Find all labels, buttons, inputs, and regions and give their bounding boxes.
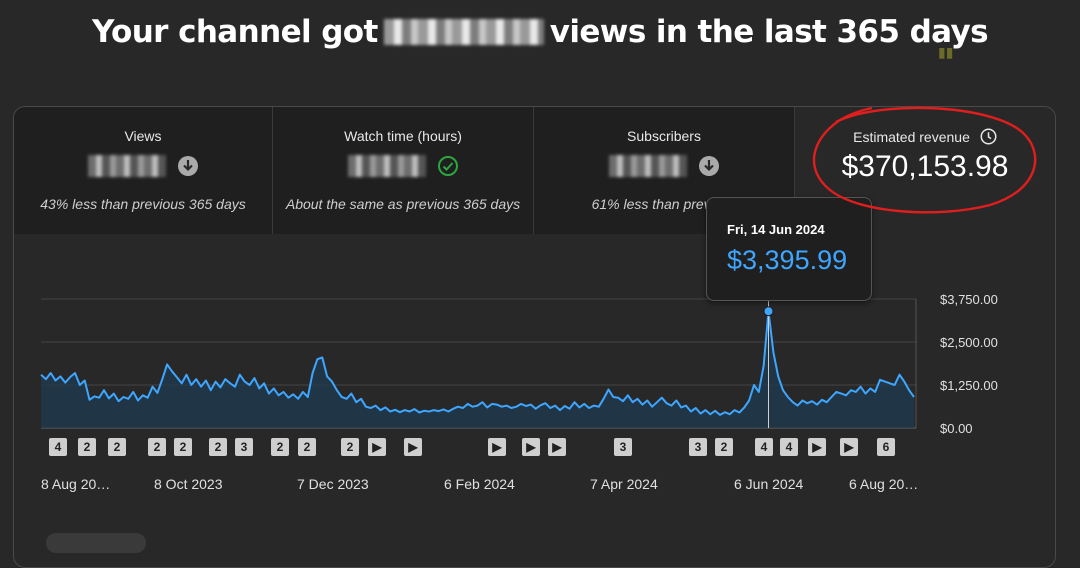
tab-watch-time[interactable]: Watch time (hours) About the same as pre… <box>273 107 534 234</box>
x-tick-label: 8 Oct 2023 <box>154 476 223 492</box>
video-marker-count[interactable]: 2 <box>148 438 166 456</box>
tooltip-value: $3,395.99 <box>727 245 848 275</box>
chart-tooltip: Fri, 14 Jun 2024 $3,395.99 <box>706 197 872 301</box>
redacted-view-count <box>383 19 544 45</box>
metric-label: Views <box>124 128 162 144</box>
video-marker-count[interactable]: 4 <box>780 438 798 456</box>
revenue-chart <box>40 298 917 429</box>
tooltip-date: Fri, 14 Jun 2024 <box>727 222 825 237</box>
revenue-area <box>41 311 914 428</box>
video-marker-count[interactable]: 4 <box>49 438 67 456</box>
video-marker-play[interactable]: ▶ <box>522 438 540 456</box>
y-tick-label: $2,500.00 <box>940 335 998 350</box>
metric-comparison: About the same as previous 365 days <box>285 196 521 212</box>
peak-point <box>763 306 774 317</box>
headline-suffix: views in the last 365 days <box>549 14 989 50</box>
video-marker-count[interactable]: 3 <box>614 438 632 456</box>
metric-label: Subscribers <box>627 128 701 144</box>
video-marker-play[interactable]: ▶ <box>488 438 506 456</box>
x-tick-label: 7 Apr 2024 <box>590 476 658 492</box>
headline-prefix: Your channel got <box>92 14 378 50</box>
tab-subscribers[interactable]: Subscribers 61% less than previous <box>534 107 795 234</box>
chart-plot <box>40 299 915 428</box>
video-marker-play[interactable]: ▶ <box>840 438 858 456</box>
arrow-down-circle-icon <box>699 156 719 176</box>
redacted-value <box>609 155 687 177</box>
tab-views[interactable]: Views 43% less than previous 365 days <box>14 107 273 234</box>
video-marker-count[interactable]: 2 <box>715 438 733 456</box>
video-marker-count[interactable]: 2 <box>174 438 192 456</box>
video-marker-play[interactable]: ▶ <box>548 438 566 456</box>
video-marker-count[interactable]: 4 <box>755 438 773 456</box>
decoration-mark: ▮▮ <box>938 44 954 60</box>
x-tick-label: 6 Jun 2024 <box>734 476 804 492</box>
x-tick-label: 8 Aug 20… <box>41 476 111 492</box>
y-tick-label: $3,750.00 <box>940 292 998 307</box>
x-tick-label: 6 Feb 2024 <box>444 476 515 492</box>
video-marker-count[interactable]: 2 <box>209 438 227 456</box>
y-tick-label: $0.00 <box>940 421 973 436</box>
video-marker-count[interactable]: 2 <box>298 438 316 456</box>
x-tick-label: 6 Aug 20… <box>849 476 919 492</box>
check-circle-icon <box>438 156 458 176</box>
redacted-value <box>348 155 426 177</box>
video-marker-count[interactable]: 3 <box>235 438 253 456</box>
arrow-down-circle-icon <box>178 156 198 176</box>
y-tick-label: $1,250.00 <box>940 378 998 393</box>
video-marker-count[interactable]: 6 <box>877 438 895 456</box>
metric-label: Watch time (hours) <box>344 128 462 144</box>
video-marker-count[interactable]: 2 <box>341 438 359 456</box>
metric-comparison: 61% less than previous <box>591 196 737 212</box>
x-tick-label: 7 Dec 2023 <box>297 476 369 492</box>
metric-comparison: 43% less than previous 365 days <box>40 196 246 212</box>
redacted-value <box>88 155 166 177</box>
video-marker-count[interactable]: 2 <box>108 438 126 456</box>
video-marker-play[interactable]: ▶ <box>808 438 826 456</box>
video-marker-count[interactable]: 3 <box>689 438 707 456</box>
more-button[interactable] <box>46 533 146 553</box>
video-marker-play[interactable]: ▶ <box>404 438 422 456</box>
video-marker-play[interactable]: ▶ <box>368 438 386 456</box>
headline: Your channel got views in the last 365 da… <box>0 14 1080 50</box>
video-marker-count[interactable]: 2 <box>78 438 96 456</box>
video-marker-count[interactable]: 2 <box>271 438 289 456</box>
